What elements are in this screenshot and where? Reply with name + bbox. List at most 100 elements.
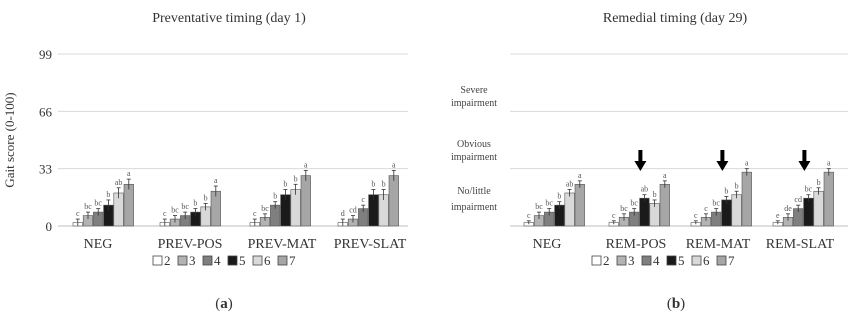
significance-letter: b	[283, 180, 287, 189]
impairment-label: Severe	[460, 85, 488, 96]
panel-label: (a)	[215, 296, 233, 312]
significance-letter: a	[214, 176, 218, 185]
legend-label: 6	[264, 253, 271, 268]
significance-letter: c	[253, 209, 257, 218]
bar-PREV-SLAT-7	[388, 175, 399, 227]
legend-label: 5	[678, 253, 685, 268]
significance-letter: b	[735, 181, 739, 190]
legend-swatch-4	[202, 255, 213, 266]
bar-REM-POS-7	[659, 184, 670, 227]
significance-letter: a	[663, 171, 667, 180]
y-tick-label: 99	[39, 47, 52, 62]
y-tick-label: 33	[39, 162, 52, 177]
significance-letter: b	[724, 186, 728, 195]
impairment-label: No/little	[457, 186, 491, 197]
legend-label: 6	[703, 253, 710, 268]
bar-NEG-7	[123, 184, 134, 227]
category-label: NEG	[84, 237, 113, 252]
legend-swatch-6	[252, 255, 263, 266]
significance-letter: bc	[535, 202, 543, 211]
treatment-arrow-head	[634, 161, 647, 171]
legend-swatch-4	[641, 255, 652, 266]
legend-label: 2	[603, 253, 610, 268]
bar-REM-MAT-5	[721, 199, 732, 227]
bar-REM-SLAT-6	[813, 190, 824, 227]
significance-letter: ab	[641, 185, 649, 194]
y-tick-label: 0	[46, 219, 53, 234]
legend-swatch-7	[716, 255, 727, 266]
legend-swatch-2	[591, 255, 602, 266]
significance-letter: b	[273, 192, 277, 201]
bar-REM-SLAT-5	[803, 197, 814, 227]
impairment-label: impairment	[451, 202, 497, 213]
significance-letter: c	[694, 211, 698, 220]
category-label: NEG	[533, 237, 562, 252]
significance-letter: a	[127, 169, 131, 178]
significance-letter: bc	[94, 199, 102, 208]
bar-NEG-7	[574, 184, 585, 227]
significance-letter: c	[163, 209, 167, 218]
legend-label: 7	[728, 253, 735, 268]
significance-letter: bc	[545, 199, 553, 208]
significance-letter: b	[653, 190, 657, 199]
impairment-label: impairment	[451, 152, 497, 163]
significance-letter: b	[371, 180, 375, 189]
bar-PREV-MAT-6	[290, 189, 301, 227]
significance-letter: c	[704, 204, 708, 213]
significance-letter: ab	[566, 180, 574, 189]
significance-letter: b	[204, 193, 208, 202]
significance-letter: c	[76, 209, 80, 218]
legend-swatch-3	[616, 255, 627, 266]
significance-letter: bc	[171, 206, 179, 215]
significance-letter: c	[361, 195, 365, 204]
category-label: REM-POS	[606, 237, 667, 252]
significance-letter: b	[106, 190, 110, 199]
significance-letter: bc	[84, 202, 92, 211]
bar-REM-POS-5	[639, 197, 650, 227]
legend-label: 3	[189, 253, 196, 268]
category-label: PREV-MAT	[248, 237, 317, 252]
legend-swatch-5	[227, 255, 238, 266]
legend-swatch-5	[666, 255, 677, 266]
legend-swatch-3	[177, 255, 188, 266]
legend-label: 5	[239, 253, 246, 268]
significance-letter: b	[557, 192, 561, 201]
bar-NEG-6	[564, 192, 575, 227]
significance-letter: bc	[712, 199, 720, 208]
significance-letter: de	[784, 204, 792, 213]
significance-letter: a	[304, 160, 308, 169]
category-label: PREV-SLAT	[334, 237, 407, 252]
significance-letter: b	[294, 174, 298, 183]
significance-letter: cd	[349, 206, 357, 215]
significance-letter: bc	[805, 185, 813, 194]
chart-title: Preventative timing (day 1)	[152, 11, 306, 26]
significance-letter: a	[827, 159, 831, 168]
bar-REM-MAT-6	[731, 194, 742, 227]
significance-letter: a	[745, 159, 749, 168]
significance-letter: c	[527, 211, 531, 220]
impairment-label: impairment	[451, 98, 497, 109]
significance-letter: a	[392, 160, 396, 169]
impairment-label: Obvious	[457, 139, 491, 150]
significance-letter: bc	[630, 199, 638, 208]
y-axis-label: Gait score (0-100)	[2, 92, 17, 187]
panel-label: (b)	[667, 296, 685, 312]
significance-letter: ab	[115, 178, 123, 187]
significance-letter: bc	[181, 202, 189, 211]
category-label: REM-MAT	[686, 237, 751, 252]
bar-PREV-MAT-7	[300, 175, 311, 227]
significance-letter: c	[612, 211, 616, 220]
legend-label: 4	[653, 253, 660, 268]
legend-label: 7	[289, 253, 296, 268]
bar-REM-MAT-7	[741, 171, 752, 227]
treatment-arrow-head	[798, 161, 811, 171]
legend-label: 4	[214, 253, 221, 268]
legend-label: 3	[628, 253, 635, 268]
treatment-arrow-head	[716, 161, 729, 171]
chart-title: Remedial timing (day 29)	[603, 11, 748, 26]
significance-letter: b	[817, 178, 821, 187]
legend-swatch-7	[277, 255, 288, 266]
category-label: REM-SLAT	[766, 237, 835, 252]
significance-letter: b	[382, 180, 386, 189]
